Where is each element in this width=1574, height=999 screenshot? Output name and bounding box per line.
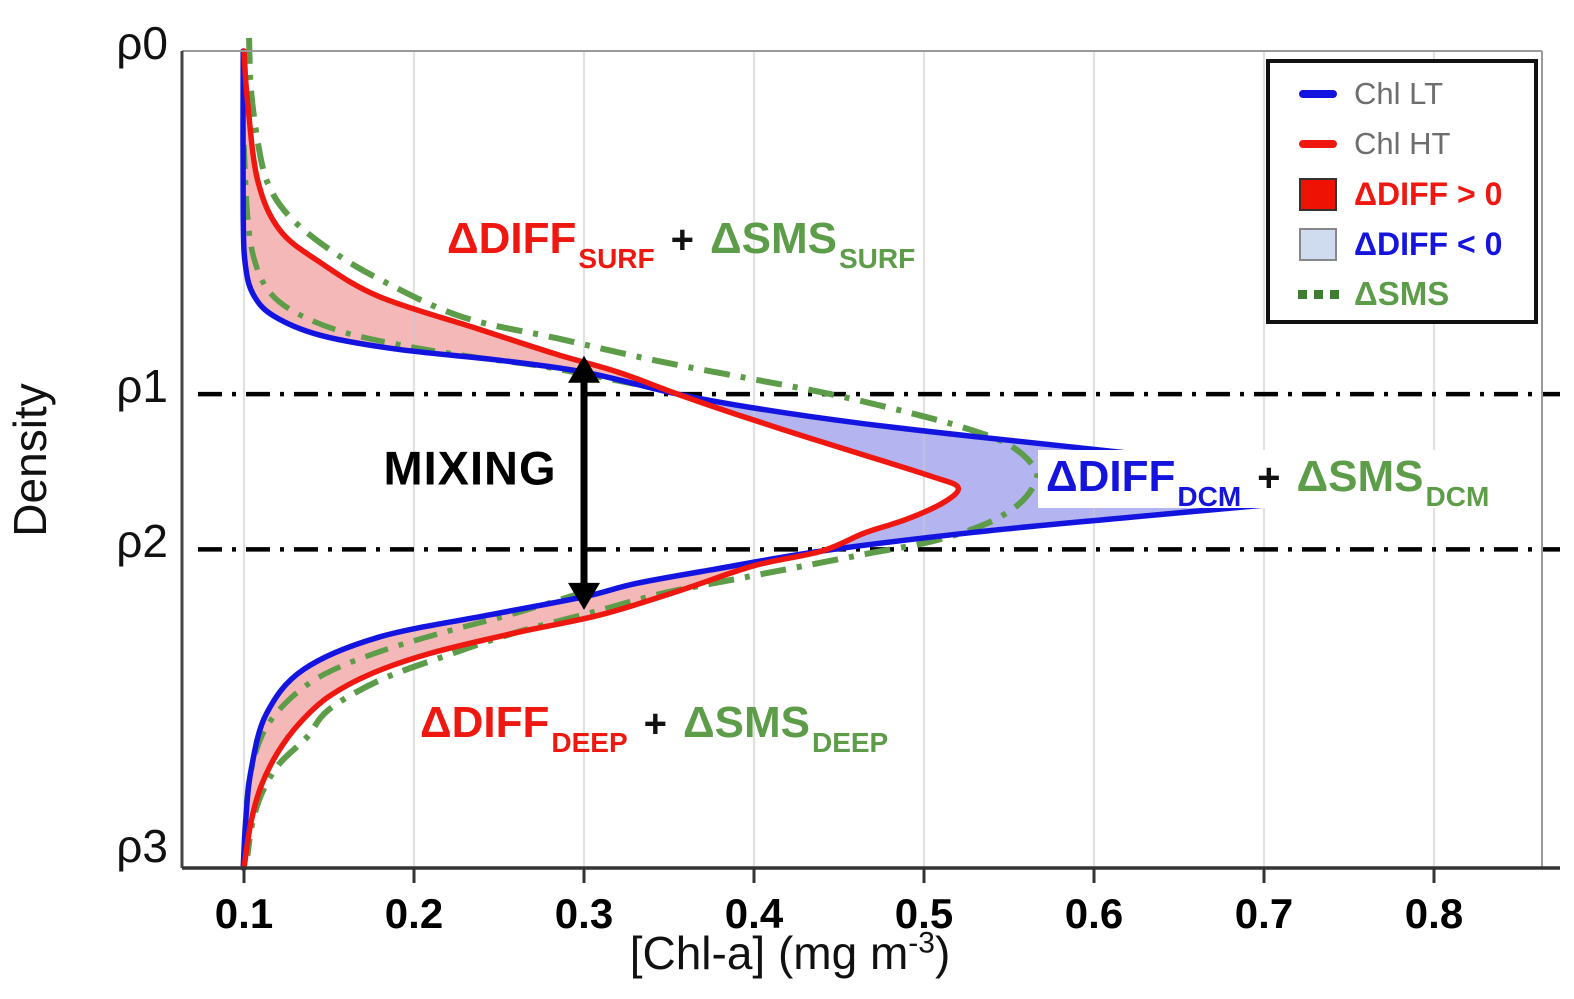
y-tick-label-rho3: ρ3: [116, 820, 168, 873]
legend-item-3: ΔDIFF < 0: [1270, 219, 1534, 269]
diff-positive-surface-region: [242, 51, 678, 395]
legend-label: ΔDIFF > 0: [1354, 175, 1503, 212]
sms-deep-label: ΔSMS: [683, 698, 810, 747]
x-tick-label-0.3: 0.3: [554, 890, 614, 937]
x-tick-label-0.8: 0.8: [1404, 890, 1464, 937]
mixing-arrow-head-down: [568, 582, 600, 610]
legend-label: Chl HT: [1354, 126, 1451, 161]
legend-item-4: ΔSMS: [1270, 269, 1534, 319]
x-axis-title-text: [Chl-a] (mg m: [629, 927, 909, 979]
x-axis-title: [Chl-a] (mg m-3): [630, 926, 951, 980]
x-tick-label-0.5: 0.5: [894, 890, 954, 937]
mixing-label: MIXING: [383, 441, 557, 495]
legend-label: ΔSMS: [1354, 275, 1450, 312]
legend-line-marker-icon: [1290, 90, 1346, 98]
sms-curve-inner-deep: [242, 589, 585, 813]
x-tick-label-0.4: 0.4: [724, 890, 784, 937]
x-tick-label-0.2: 0.2: [384, 890, 444, 937]
chl-ht-curve: [241, 48, 962, 871]
y-tick-label-rho0: ρ0: [116, 17, 168, 69]
diff-dcm-label: ΔDIFF: [1046, 452, 1176, 501]
x-tick-label-0.7: 0.7: [1234, 890, 1294, 937]
sms-dcm-subscript: DCM: [1425, 481, 1490, 512]
annotation-dcm: ΔDIFF DCM + ΔSMS DCM: [1038, 450, 1500, 512]
x-axis-title-exponent: -3: [908, 926, 935, 960]
sms-curve: [244, 37, 1041, 857]
mixing-arrow-head-up: [568, 355, 600, 383]
annotation-deep: ΔDIFF DEEP + ΔSMS DEEP: [420, 698, 888, 758]
plus-sign: +: [670, 218, 694, 262]
x-tick-label-0.6: 0.6: [1064, 890, 1124, 937]
sms-surf-label: ΔSMS: [709, 214, 837, 263]
diff-surf-subscript: SURF: [578, 243, 655, 274]
plus-sign: +: [1257, 456, 1281, 500]
legend-swatch-icon: [1290, 177, 1346, 211]
diff-surf-label: ΔDIFF: [447, 214, 577, 263]
sms-deep-subscript: DEEP: [811, 727, 889, 758]
diff-deep-label: ΔDIFF: [420, 698, 550, 747]
legend-swatch-icon: [1290, 227, 1346, 261]
x-tick-label-0.1: 0.1: [214, 890, 274, 937]
y-tick-label-rho1: ρ1: [116, 360, 168, 413]
annotation-surface: ΔDIFF SURF + ΔSMS SURF: [447, 214, 915, 274]
diff-positive-deep-region: [243, 551, 822, 868]
sms-dcm-label: ΔSMS: [1296, 452, 1424, 501]
legend-item-0: Chl LT: [1270, 69, 1534, 119]
plus-sign: +: [643, 702, 667, 746]
legend-label: Chl LT: [1354, 76, 1444, 111]
legend-item-2: ΔDIFF > 0: [1270, 169, 1534, 219]
legend-label: ΔDIFF < 0: [1354, 225, 1503, 262]
diff-deep-subscript: DEEP: [551, 727, 628, 758]
x-axis-title-close: ): [934, 927, 951, 979]
legend-item-1: Chl HT: [1270, 119, 1534, 169]
diff-dcm-subscript: DCM: [1177, 481, 1242, 512]
legend-line-marker-icon: [1290, 140, 1346, 148]
sms-surf-subscript: SURF: [838, 243, 916, 274]
legend: Chl LT Chl HT ΔDIFF > 0 ΔDIFF < 0 ΔSMS: [1266, 59, 1538, 324]
legend-dotted-line-icon: [1290, 289, 1346, 299]
y-tick-label-rho2: ρ2: [116, 515, 168, 568]
